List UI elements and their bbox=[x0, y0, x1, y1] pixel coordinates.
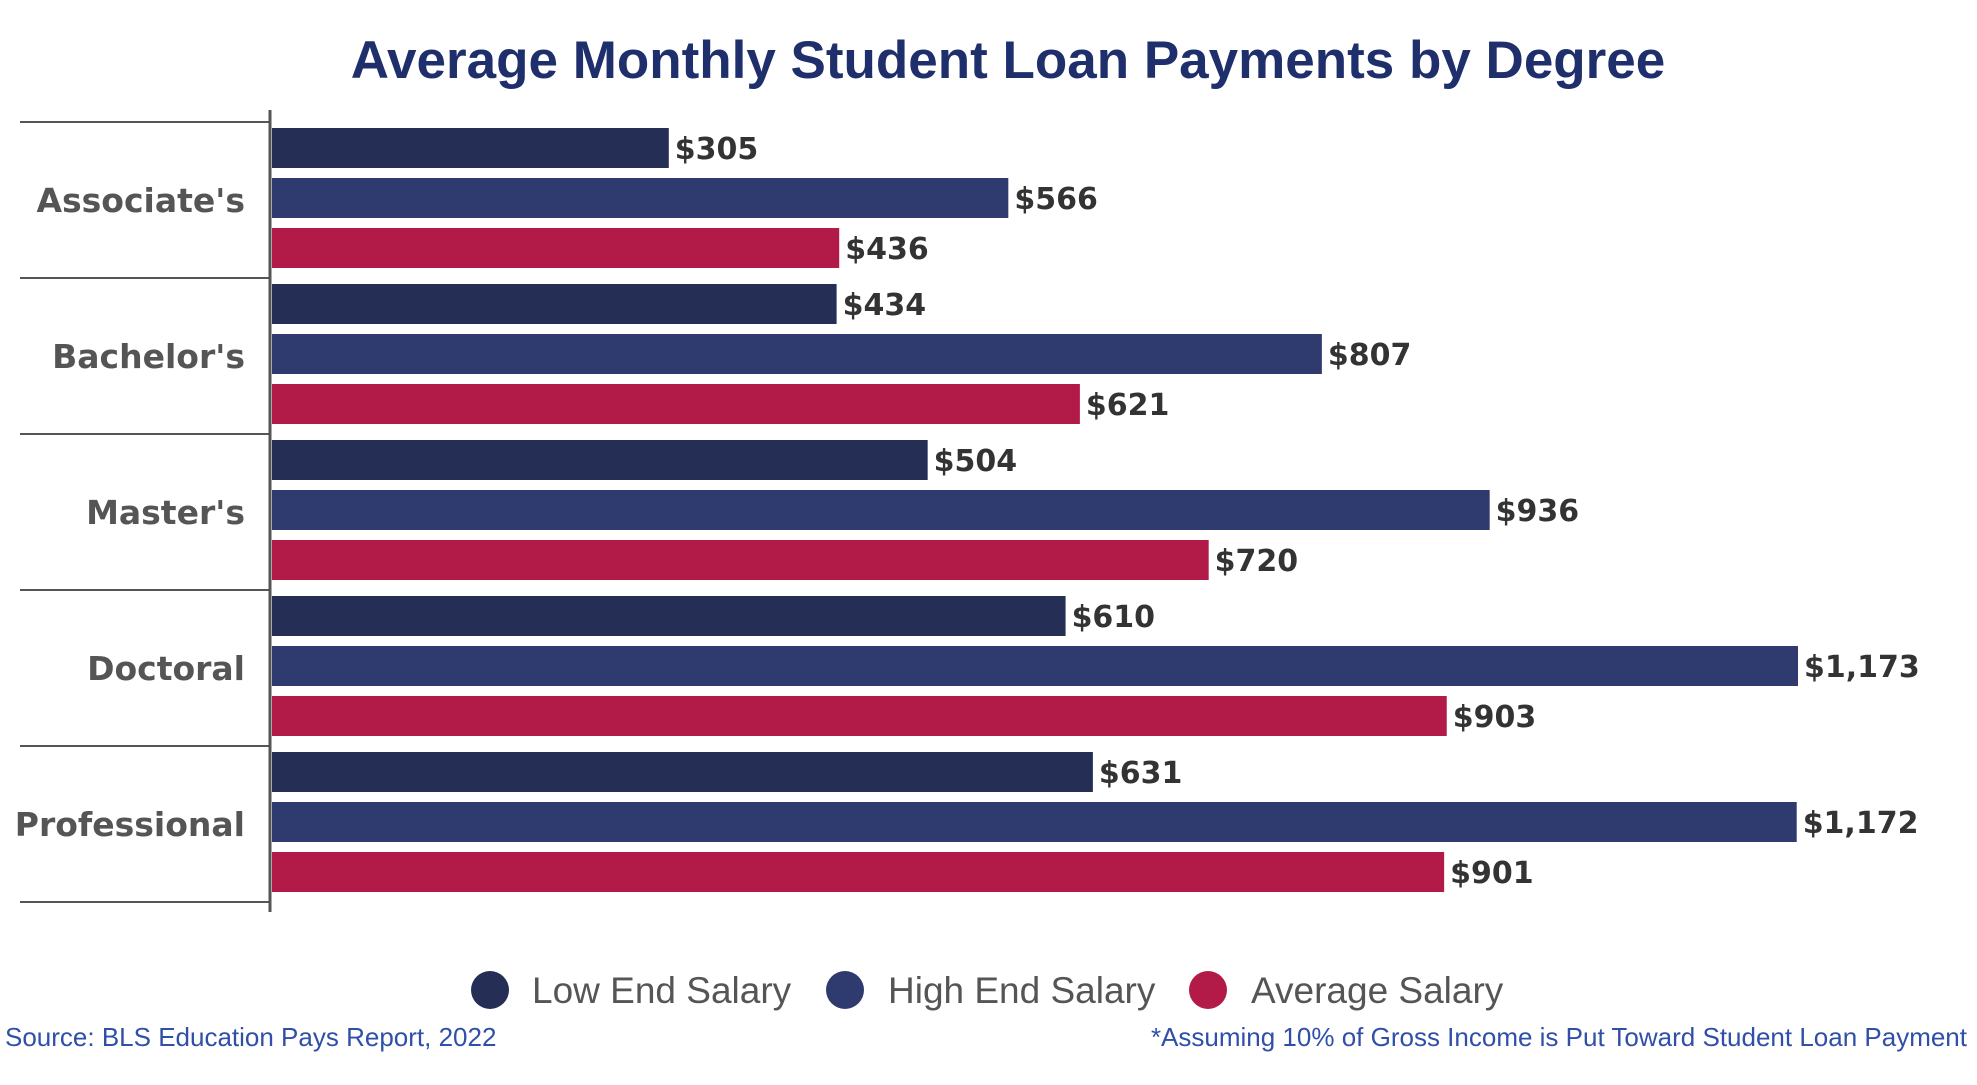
bar bbox=[272, 802, 1797, 842]
bar-value-label: $936 bbox=[1496, 494, 1580, 529]
bar bbox=[272, 440, 928, 480]
bar bbox=[272, 490, 1490, 530]
bar bbox=[272, 128, 669, 168]
bar-value-label: $434 bbox=[843, 288, 927, 323]
legend-label: Average Salary bbox=[1251, 970, 1504, 1011]
bar-value-label: $305 bbox=[675, 132, 759, 167]
category-label: Doctoral bbox=[87, 649, 245, 688]
bar bbox=[272, 540, 1209, 580]
legend-swatch bbox=[471, 971, 509, 1009]
source-note: Source: BLS Education Pays Report, 2022 bbox=[5, 1022, 496, 1052]
bar bbox=[272, 384, 1080, 424]
assumption-note: *Assuming 10% of Gross Income is Put Tow… bbox=[1151, 1022, 1968, 1052]
category-label: Professional bbox=[15, 805, 245, 844]
chart-title: Average Monthly Student Loan Payments by… bbox=[351, 31, 1666, 90]
bar bbox=[272, 752, 1093, 792]
bar-value-label: $436 bbox=[845, 232, 929, 267]
legend: Low End Salary High End Salary Average Sal… bbox=[471, 970, 1504, 1011]
bar-value-label: $1,172 bbox=[1803, 806, 1919, 841]
legend-swatch bbox=[826, 971, 864, 1009]
category-label: Master's bbox=[86, 493, 245, 532]
bar-value-label: $504 bbox=[934, 444, 1018, 479]
bar bbox=[272, 178, 1009, 218]
plot-area: Associate's $305 $566 $436 Bachelor's $434 $80… bbox=[15, 110, 1920, 912]
bar bbox=[272, 334, 1322, 374]
bar-value-label: $807 bbox=[1328, 338, 1412, 373]
legend-swatch bbox=[1189, 971, 1227, 1009]
bar bbox=[272, 696, 1447, 736]
bar bbox=[272, 228, 840, 268]
category-label: Bachelor's bbox=[52, 337, 245, 376]
bar-value-label: $610 bbox=[1072, 600, 1156, 635]
bar bbox=[272, 596, 1066, 636]
bar-value-label: $901 bbox=[1450, 856, 1534, 891]
bar-value-label: $1,173 bbox=[1804, 650, 1920, 685]
bar-value-label: $631 bbox=[1099, 756, 1183, 791]
bar bbox=[272, 284, 837, 324]
bar bbox=[272, 852, 1445, 892]
category-label: Associate's bbox=[36, 181, 245, 220]
bar-value-label: $566 bbox=[1014, 182, 1098, 217]
bar bbox=[272, 646, 1798, 686]
bar-value-label: $621 bbox=[1086, 388, 1170, 423]
bar-value-label: $720 bbox=[1215, 544, 1299, 579]
legend-label: Low End Salary bbox=[532, 970, 792, 1011]
bar-value-label: $903 bbox=[1453, 700, 1537, 735]
legend-label: High End Salary bbox=[888, 970, 1156, 1011]
